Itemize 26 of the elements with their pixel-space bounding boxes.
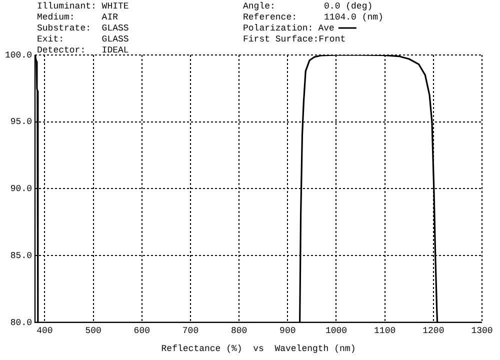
x-tick-label: 600 [134,326,150,336]
text: Reference: 1104.0 (nm) [243,12,384,22]
x-tick-label: 900 [280,326,296,336]
y-tick-label: 85.0 [10,250,32,261]
y-tick-label: 100.0 [4,50,32,60]
y-tick-label: 95.0 [10,117,32,128]
x-tick-label: 1300 [471,326,493,336]
x-tick-label: 800 [230,326,248,336]
x-tick-label: 700 [182,326,199,336]
x-tick-label: 1000 [325,326,348,336]
y-tick-label: 80.0 [10,318,32,328]
legend-label: Ave [318,23,334,34]
text: Polarization: [243,23,314,34]
x-tick-label: 1100 [374,326,396,336]
text: Substrate: GLASS [37,23,129,34]
x-axis-title: Reflectance (%) vs Wavelength (nm) [161,344,356,354]
text: Medium: AIR [37,12,119,22]
text: First Surface:Front [243,34,346,44]
annotation: Detector: IDEAL [37,45,129,56]
text: Exit: GLASS [37,34,129,44]
text: Angle: 0.0 (deg) [243,1,373,12]
text: Illuminant: WHITE [37,1,129,12]
y-tick-label: 90.0 [10,184,32,194]
x-tick-label: 500 [85,326,102,336]
x-tick-label: 400 [36,326,53,336]
x-tick-label: 1200 [422,326,444,336]
